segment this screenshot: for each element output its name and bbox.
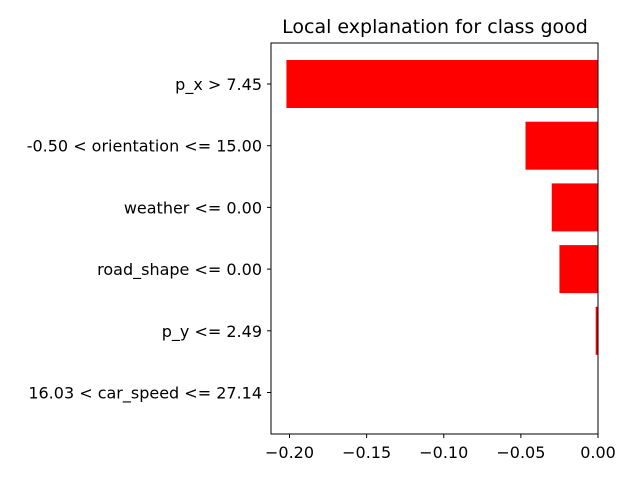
bars-group bbox=[286, 60, 598, 355]
chart-title: Local explanation for class good bbox=[282, 16, 588, 38]
bar bbox=[525, 121, 598, 170]
y-tick-label: -0.50 < orientation <= 15.00 bbox=[27, 137, 262, 156]
y-tick-label: p_y <= 2.49 bbox=[162, 322, 262, 342]
bar bbox=[595, 306, 598, 355]
y-tick-label: road_shape <= 0.00 bbox=[97, 260, 262, 280]
axes-frame bbox=[270, 42, 599, 435]
y-tick-label: 16.03 < car_speed <= 27.14 bbox=[28, 384, 262, 404]
bar bbox=[559, 245, 598, 294]
y-tick-label: weather <= 0.00 bbox=[124, 198, 262, 217]
x-tick-label: −0.15 bbox=[342, 443, 391, 462]
x-tick-label: 0.00 bbox=[580, 443, 616, 462]
bar bbox=[551, 183, 598, 232]
x-tick-label: −0.10 bbox=[419, 443, 468, 462]
x-ticks-group: −0.20 −0.15 −0.10 −0.05 0.00 bbox=[265, 434, 616, 462]
x-tick-label: −0.20 bbox=[265, 443, 314, 462]
bar bbox=[286, 60, 598, 108]
y-tick-label: p_x > 7.45 bbox=[175, 75, 262, 95]
x-tick-label: −0.05 bbox=[496, 443, 545, 462]
y-ticks-group: p_x > 7.45 -0.50 < orientation <= 15.00 we… bbox=[27, 75, 271, 404]
